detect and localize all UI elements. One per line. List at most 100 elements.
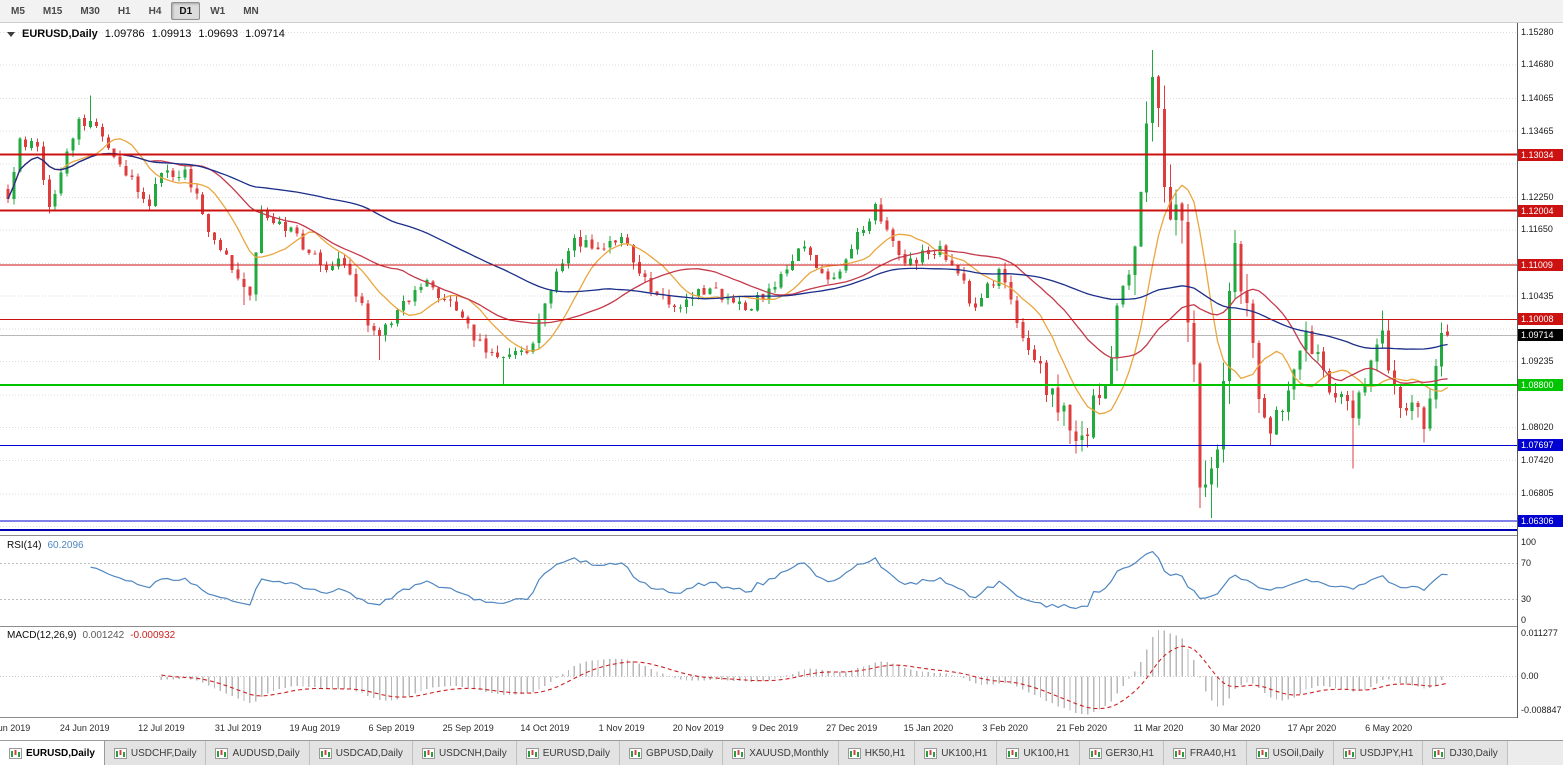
- ohlc-low: 1.09693: [198, 28, 239, 40]
- tab-chart-icon: [1172, 747, 1186, 759]
- symbol-tab-usdcnh-daily[interactable]: USDCNH,Daily: [412, 741, 517, 765]
- tab-chart-icon: [1255, 747, 1269, 759]
- price-axis-label: 1.12250: [1521, 191, 1554, 202]
- time-axis-label: 31 Jul 2019: [214, 723, 262, 733]
- timeframe-button-m15[interactable]: M15: [35, 2, 70, 20]
- macd-axis-label: 0.00: [1521, 671, 1539, 682]
- price-axis-label: 1.13465: [1521, 125, 1554, 136]
- time-axis-label: 3 Feb 2020: [982, 723, 1028, 733]
- chart-title: EURUSD,Daily 1.09786 1.09913 1.09693 1.0…: [7, 28, 285, 40]
- price-axis[interactable]: 1.15280 1.14680 1.14065 1.13465 1.12250 1.116…: [1517, 23, 1563, 718]
- symbol-tab-fra40-h1[interactable]: FRA40,H1: [1163, 741, 1247, 765]
- price-level-tag: 1.10008: [1518, 313, 1563, 326]
- symbol-tab-usdchf-daily[interactable]: USDCHF,Daily: [104, 741, 207, 765]
- tab-label: GBPUSD,Daily: [645, 747, 714, 759]
- symbol-tab-eurusd-daily[interactable]: EURUSD,Daily: [516, 741, 620, 765]
- macd-pane[interactable]: MACD(12,26,9) 0.001242 -0.000932: [0, 627, 1517, 717]
- tab-chart-icon: [628, 747, 642, 759]
- tab-chart-icon: [525, 747, 539, 759]
- price-axis-label: 1.09235: [1521, 356, 1554, 367]
- timeframe-button-h4[interactable]: H4: [141, 2, 170, 20]
- tab-label: UK100,H1: [941, 747, 988, 759]
- tab-label: USDCNH,Daily: [438, 747, 507, 759]
- price-axis-label: 1.07420: [1521, 454, 1554, 465]
- chart-title-marker-icon: [7, 31, 15, 37]
- tab-label: GER30,H1: [1105, 747, 1154, 759]
- time-axis-label: 24 Jun 2019: [59, 723, 110, 733]
- pane-separator: [0, 717, 1563, 718]
- rsi-axis-label: 70: [1521, 558, 1532, 569]
- time-axis-label: 11 Mar 2020: [1133, 723, 1184, 733]
- symbol-tab-dj30-daily[interactable]: DJ30,Daily: [1423, 741, 1508, 765]
- symbol-tab-ger30-h1[interactable]: GER30,H1: [1079, 741, 1164, 765]
- ohlc-close: 1.09714: [245, 28, 285, 40]
- time-axis-label: 1 Nov 2019: [598, 723, 645, 733]
- timeframe-button-mn[interactable]: MN: [235, 2, 267, 20]
- time-axis-label: 30 Mar 2020: [1209, 723, 1261, 733]
- tab-chart-icon: [924, 747, 938, 759]
- rsi-label: RSI(14) 60.2096: [7, 540, 84, 551]
- rsi-axis-label: 100: [1521, 537, 1537, 547]
- tab-chart-icon: [113, 747, 127, 759]
- timeframe-button-h1[interactable]: H1: [110, 2, 139, 20]
- tab-chart-icon: [1006, 747, 1020, 759]
- tab-label: EURUSD,Daily: [26, 747, 95, 759]
- tab-chart-icon: [318, 747, 332, 759]
- price-level-tag: 1.13034: [1518, 148, 1563, 161]
- timeframe-button-w1[interactable]: W1: [202, 2, 233, 20]
- symbol-tab-gbpusd-daily[interactable]: GBPUSD,Daily: [619, 741, 724, 765]
- symbol-tab-usdcad-daily[interactable]: USDCAD,Daily: [309, 741, 413, 765]
- tab-chart-icon: [215, 747, 229, 759]
- timeframe-toolbar: M5 M15 M30 H1 H4 D1 W1 MN: [0, 0, 1563, 23]
- timeframe-button-m5[interactable]: M5: [3, 2, 33, 20]
- time-axis-label: 14 Oct 2019: [520, 723, 570, 733]
- time-axis-label: 27 Dec 2019: [826, 723, 878, 733]
- chart-tabs-bar: EURUSD,Daily USDCHF,Daily AUDUSD,Daily USDC…: [0, 740, 1563, 765]
- macd-main-value: 0.001242: [82, 630, 125, 641]
- time-axis-label: 5 Jun 2019: [0, 723, 31, 733]
- price-axis-label: 1.06805: [1521, 488, 1554, 499]
- time-axis-label: 17 Apr 2020: [1287, 723, 1337, 733]
- tab-chart-icon: [9, 747, 22, 759]
- tab-label: USDCAD,Daily: [335, 747, 403, 759]
- price-axis-label: 1.11650: [1521, 224, 1553, 235]
- tab-label: USDJPY,H1: [1359, 747, 1414, 759]
- symbol-tab-eurusd-daily[interactable]: EURUSD,Daily: [0, 741, 105, 765]
- time-axis-label: 19 Aug 2019: [289, 723, 341, 733]
- rsi-pane[interactable]: RSI(14) 60.2096: [0, 537, 1517, 626]
- symbol-tab-xauusd-monthly[interactable]: XAUUSD,Monthly: [723, 741, 839, 765]
- symbol-tab-audusd-daily[interactable]: AUDUSD,Daily: [206, 741, 310, 765]
- price-axis-label: 1.10435: [1521, 290, 1554, 301]
- tab-label: EURUSD,Daily: [542, 747, 610, 759]
- current-price-tag: 1.09714: [1518, 329, 1563, 342]
- tab-chart-icon: [732, 747, 746, 759]
- tab-chart-icon: [1432, 747, 1446, 759]
- time-axis-label: 6 May 2020: [1365, 723, 1413, 733]
- timeframe-button-m30[interactable]: M30: [72, 2, 107, 20]
- tab-chart-icon: [1088, 747, 1102, 759]
- price-axis-label: 1.14065: [1521, 92, 1554, 103]
- time-axis-label: 21 Feb 2020: [1056, 723, 1108, 733]
- symbol-tab-uk100-h1[interactable]: UK100,H1: [997, 741, 1080, 765]
- tab-label: DJ30,Daily: [1449, 747, 1498, 759]
- macd-signal-value: -0.000932: [130, 630, 176, 641]
- symbol-tab-uk100-h1[interactable]: UK100,H1: [915, 741, 998, 765]
- symbol-tab-usdjpy-h1[interactable]: USDJPY,H1: [1333, 741, 1424, 765]
- tab-chart-icon: [847, 747, 861, 759]
- price-axis-label: 1.15280: [1521, 26, 1554, 37]
- time-axis-label: 12 Jul 2019: [138, 723, 185, 733]
- time-axis[interactable]: 5 Jun 2019 24 Jun 2019 12 Jul 2019 31 Jul 2…: [0, 718, 1517, 740]
- macd-axis-label: -0.008847: [1521, 705, 1562, 715]
- timeframe-button-d1[interactable]: D1: [171, 2, 201, 20]
- tab-label: HK50,H1: [864, 747, 906, 759]
- time-axis-label: 6 Sep 2019: [368, 723, 415, 733]
- macd-axis-label: 0.011277: [1521, 628, 1558, 638]
- tab-label: USDCHF,Daily: [130, 747, 197, 759]
- main-chart-pane[interactable]: EURUSD,Daily 1.09786 1.09913 1.09693 1.0…: [0, 23, 1517, 535]
- time-axis-label: 9 Dec 2019: [751, 723, 799, 733]
- symbol-tab-hk50-h1[interactable]: HK50,H1: [838, 741, 916, 765]
- tab-label: UK100,H1: [1023, 747, 1070, 759]
- symbol-tab-usoil-daily[interactable]: USOil,Daily: [1246, 741, 1334, 765]
- macd-label: MACD(12,26,9) 0.001242 -0.000932: [7, 630, 175, 641]
